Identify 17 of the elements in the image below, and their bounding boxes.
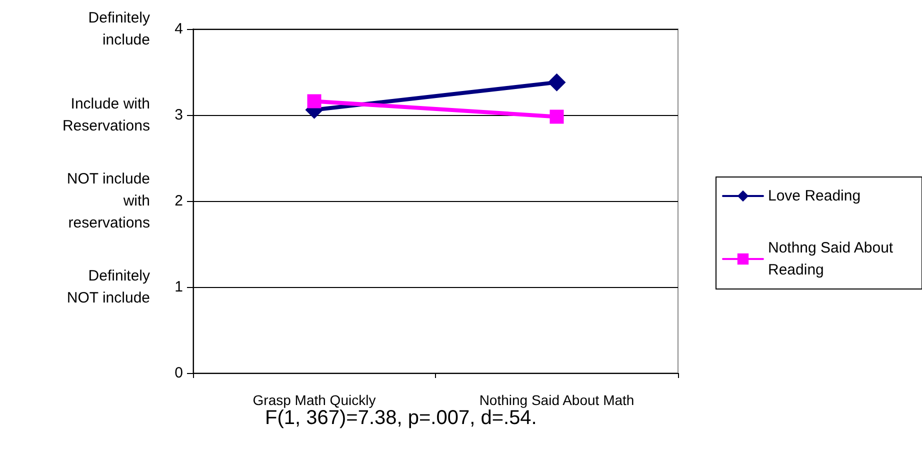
y-tick-label: 1 [174,278,183,296]
point [548,73,566,92]
y-tick-label: 3 [174,106,183,124]
y-tick-label: 4 [174,20,183,38]
point [307,94,322,108]
text: Include with Reservations [62,96,150,134]
x-tick-label: Nothing Said About Math [479,392,634,408]
y-tick-label: 0 [174,364,183,382]
text: NOT include with reservations [66,170,150,232]
legend-label: Nothng Said About Reading [768,240,898,278]
text: F(1, 367)=7.38, p=.007, d=.54. [265,407,537,429]
y-tick-label: 2 [174,192,183,210]
text: Definitely include [88,10,150,48]
x-tick-label: Grasp Math Quickly [252,392,376,408]
text: Definitely NOT include [66,268,150,306]
legend-label: Love Reading [768,188,861,204]
point [550,110,564,124]
